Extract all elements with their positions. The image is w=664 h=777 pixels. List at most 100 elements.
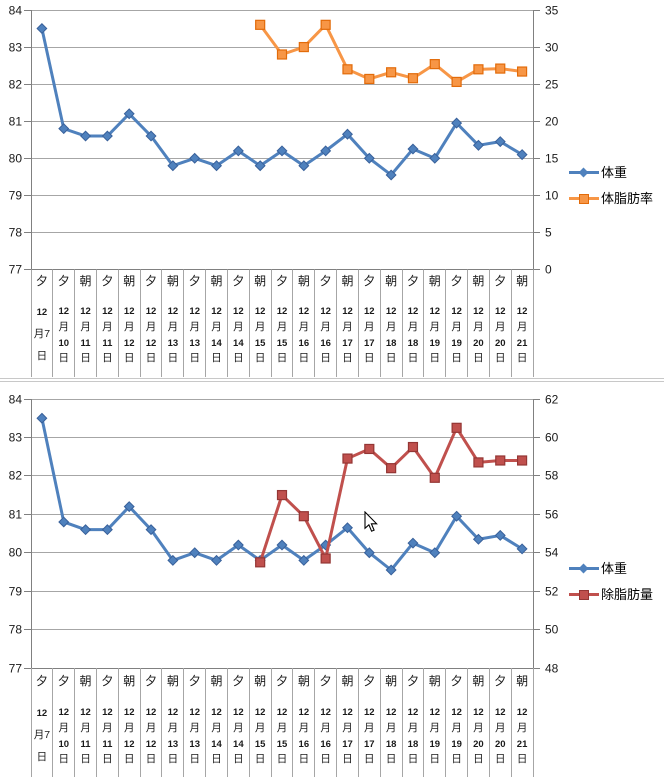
svg-text:夕: 夕	[363, 674, 375, 688]
svg-text:夕: 夕	[494, 274, 506, 288]
square-marker-icon	[579, 193, 589, 204]
svg-text:12: 12	[124, 338, 135, 349]
svg-text:月: 月	[517, 321, 528, 333]
svg-text:月: 月	[146, 722, 157, 734]
svg-text:12: 12	[233, 306, 244, 317]
svg-text:20: 20	[545, 115, 559, 129]
svg-text:83: 83	[9, 431, 23, 445]
svg-text:84: 84	[9, 4, 23, 18]
series-weight[interactable]	[36, 23, 528, 181]
svg-text:12: 12	[146, 338, 157, 349]
y-axis-right-labels: 35 30 25 20 15 10 5 0	[545, 4, 559, 277]
weight-bodyfat-plot[interactable]: 夕 12 月7 日 夕 12 月 10 日 朝 12 月 11 日 夕 12 月 11 日 朝 12 月 12 日 夕 12 月 12…	[0, 0, 664, 380]
svg-text:78: 78	[9, 623, 23, 637]
weight-leanmass-plot[interactable]: 夕 12 月7 日 夕 12 月 10 日 朝 12 月 11 日 夕 12 月 11 日 朝 12 月 12 日 夕 12 月 12…	[0, 381, 664, 777]
svg-text:夕: 夕	[232, 274, 244, 288]
svg-text:朝: 朝	[254, 674, 266, 688]
svg-text:日: 日	[37, 350, 48, 362]
svg-text:日: 日	[233, 352, 244, 364]
svg-text:朝: 朝	[298, 674, 310, 688]
svg-text:日: 日	[58, 753, 69, 765]
svg-text:日: 日	[80, 352, 91, 364]
svg-text:朝: 朝	[123, 274, 135, 288]
svg-text:12: 12	[342, 707, 353, 718]
svg-text:12: 12	[364, 707, 375, 718]
svg-text:84: 84	[9, 393, 23, 407]
svg-text:79: 79	[9, 585, 23, 599]
svg-text:12: 12	[37, 708, 48, 719]
legend-label-weight: 体重	[601, 561, 628, 576]
svg-text:月: 月	[255, 722, 266, 734]
svg-text:月: 月	[473, 722, 484, 734]
svg-text:月: 月	[408, 722, 419, 734]
svg-text:12: 12	[299, 707, 310, 718]
svg-text:12: 12	[517, 707, 528, 718]
svg-text:日: 日	[430, 352, 441, 364]
svg-text:15: 15	[277, 338, 288, 349]
svg-text:16: 16	[320, 338, 331, 349]
svg-text:20: 20	[495, 338, 506, 349]
x-axis-labels: 夕 12 月7 日 夕 12 月 10 日 朝 12 月 11 日 夕 12 月 11 日 朝 12 月 12 日 夕 12 月 12…	[31, 269, 534, 377]
svg-text:12: 12	[211, 306, 222, 317]
svg-text:77: 77	[9, 263, 23, 277]
svg-text:12: 12	[320, 707, 331, 718]
svg-text:月: 月	[189, 722, 200, 734]
svg-text:14: 14	[211, 739, 222, 750]
svg-text:朝: 朝	[341, 274, 353, 288]
svg-text:50: 50	[545, 623, 559, 637]
series-weight[interactable]	[36, 412, 528, 576]
mouse-cursor	[364, 511, 378, 532]
svg-text:17: 17	[364, 338, 375, 349]
svg-text:10: 10	[58, 739, 69, 750]
gridlines	[24, 10, 540, 270]
svg-text:日: 日	[473, 753, 484, 765]
svg-text:16: 16	[299, 338, 310, 349]
svg-text:日: 日	[386, 352, 397, 364]
svg-text:月: 月	[451, 722, 462, 734]
svg-text:夕: 夕	[276, 274, 288, 288]
svg-text:77: 77	[9, 662, 23, 676]
svg-text:日: 日	[146, 352, 157, 364]
legend-item-bodyfat[interactable]: 体脂肪率	[569, 191, 653, 206]
svg-text:12: 12	[146, 739, 157, 750]
svg-text:12: 12	[37, 307, 48, 318]
svg-text:月: 月	[386, 722, 397, 734]
svg-text:日: 日	[189, 753, 200, 765]
svg-text:夕: 夕	[189, 674, 201, 688]
svg-text:12: 12	[211, 707, 222, 718]
svg-text:月: 月	[495, 321, 506, 333]
svg-text:日: 日	[451, 753, 462, 765]
svg-text:13: 13	[189, 739, 200, 750]
svg-text:12: 12	[429, 306, 440, 317]
legend-item-leanmass[interactable]: 除脂肪量	[569, 587, 653, 602]
svg-text:12: 12	[473, 707, 484, 718]
svg-text:62: 62	[545, 393, 559, 407]
axis-lines	[0, 381, 664, 777]
svg-text:0: 0	[545, 263, 552, 277]
legend-item-weight[interactable]: 体重	[569, 165, 653, 180]
svg-text:12: 12	[168, 306, 179, 317]
series-leanmass[interactable]	[255, 422, 528, 568]
svg-text:21: 21	[517, 739, 528, 750]
svg-text:月: 月	[80, 722, 91, 734]
svg-text:月: 月	[473, 321, 484, 333]
svg-text:17: 17	[364, 739, 375, 750]
svg-text:14: 14	[211, 338, 222, 349]
svg-text:30: 30	[545, 41, 559, 55]
svg-text:18: 18	[386, 739, 397, 750]
svg-text:54: 54	[545, 546, 559, 560]
diamond-marker-icon	[578, 167, 589, 177]
svg-text:日: 日	[299, 753, 310, 765]
bodyfat-series-swatch	[569, 193, 599, 204]
svg-text:朝: 朝	[80, 274, 92, 288]
diamond-marker-icon	[578, 563, 589, 573]
svg-text:夕: 夕	[276, 674, 288, 688]
legend-item-weight[interactable]: 体重	[569, 561, 653, 576]
series-bodyfat[interactable]	[255, 19, 528, 88]
svg-text:17: 17	[342, 739, 353, 750]
svg-text:日: 日	[430, 753, 441, 765]
svg-text:朝: 朝	[167, 274, 179, 288]
svg-text:日: 日	[255, 753, 266, 765]
y-axis-left-labels: 84 83 82 81 80 79 78 77	[9, 4, 23, 277]
svg-text:日: 日	[299, 352, 310, 364]
